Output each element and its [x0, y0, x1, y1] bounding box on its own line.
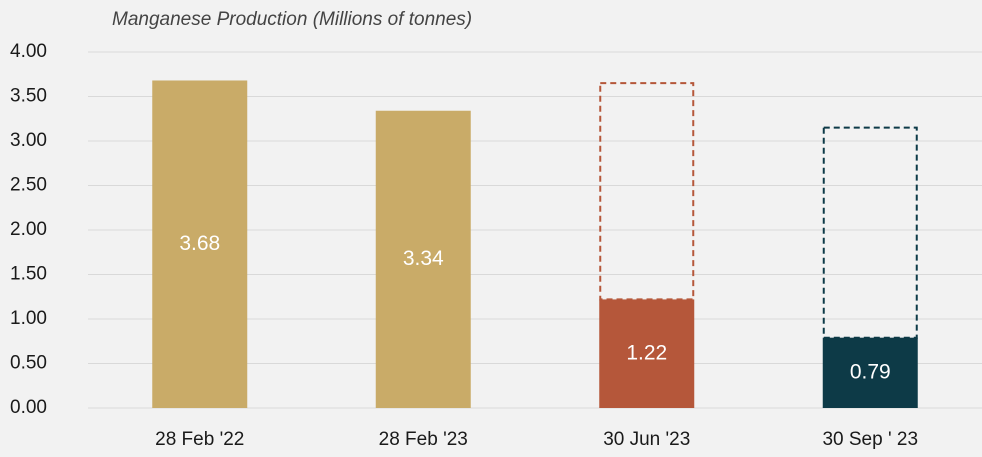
bar [152, 80, 248, 408]
x-tick-label: 28 Feb '22 [155, 429, 244, 450]
y-tick-label: 0.00 [10, 397, 47, 418]
y-tick-label: 4.00 [10, 41, 47, 62]
y-tick-label: 3.50 [10, 86, 47, 107]
y-tick-label: 3.00 [10, 130, 47, 151]
outline-box [822, 126, 918, 339]
value-label: 3.68 [179, 232, 220, 255]
value-label: 1.22 [626, 341, 667, 364]
bar [599, 299, 695, 408]
x-tick-label: 30 Jun '23 [603, 429, 690, 450]
x-tick-label: 28 Feb '23 [379, 429, 468, 450]
y-tick-label: 0.50 [10, 353, 47, 374]
x-tick-label: 30 Sep ' 23 [822, 429, 918, 450]
value-label: 3.34 [403, 247, 444, 270]
y-tick-label: 2.50 [10, 175, 47, 196]
chart-title: Manganese Production (Millions of tonnes… [112, 9, 472, 30]
bar [375, 110, 471, 409]
bar [822, 337, 918, 408]
y-tick-label: 1.00 [10, 308, 47, 329]
y-tick-label: 2.00 [10, 219, 47, 240]
value-label: 0.79 [850, 360, 891, 383]
outline-box [599, 82, 695, 301]
y-tick-label: 1.50 [10, 264, 47, 285]
